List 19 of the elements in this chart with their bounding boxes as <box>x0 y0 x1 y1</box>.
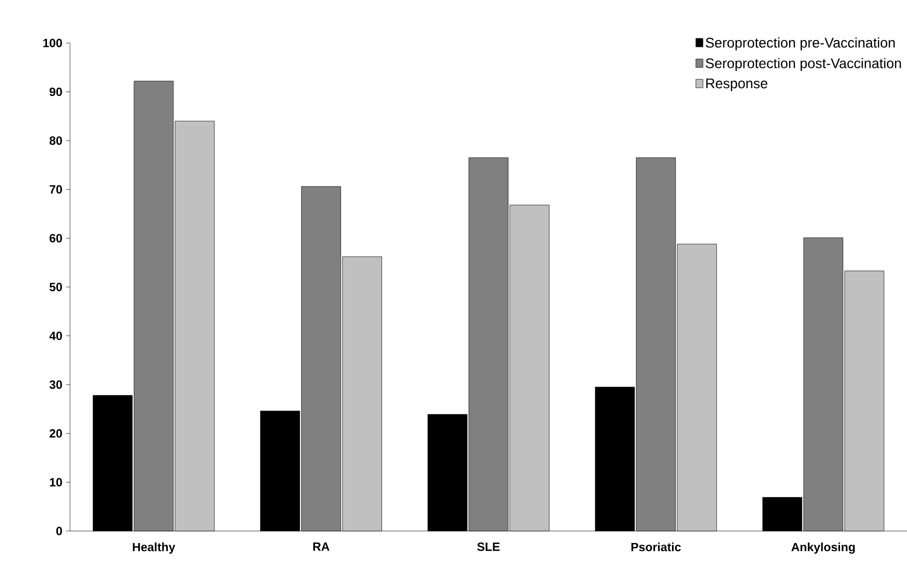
y-tick-label: 80 <box>50 136 62 145</box>
x-tick-label: Healthy <box>132 542 176 554</box>
x-tick-label: RA <box>313 542 330 551</box>
x-tick-label: Ankylosing <box>791 542 855 554</box>
legend-label: Response <box>706 78 768 92</box>
x-tick-label: SLE <box>477 542 500 551</box>
y-tick-label: 30 <box>49 380 62 389</box>
y-tick-label: 20 <box>50 429 62 438</box>
y-tick-label: 100 <box>43 38 62 48</box>
y-tick-label: 40 <box>49 332 62 340</box>
y-tick-label: 10 <box>50 478 62 486</box>
legend-label: Seroprotection post-Vaccination <box>706 58 901 71</box>
y-tick-label: 0 <box>56 526 62 536</box>
y-tick-label: 70 <box>50 185 62 194</box>
y-tick-label: 60 <box>50 234 62 242</box>
legend-label: Seroprotection pre-Vaccination <box>706 37 895 50</box>
y-tick-label: 90 <box>50 88 62 96</box>
x-tick-label: Psoriatic <box>631 542 681 552</box>
y-tick-label: 50 <box>50 282 62 292</box>
